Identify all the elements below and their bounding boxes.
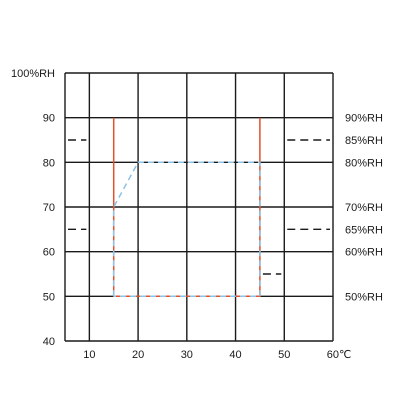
right-humidity-label: 80%RH (345, 157, 383, 169)
right-humidity-label: 85%RH (345, 135, 383, 147)
x-tick-label: 10 (83, 349, 95, 361)
right-humidity-label: 65%RH (345, 224, 383, 236)
right-humidity-label: 50%RH (345, 291, 383, 303)
x-tick-label: 60℃ (327, 349, 352, 361)
y-tick-label: 90 (43, 113, 55, 125)
series-line-2 (112, 161, 261, 298)
y-tick-label: 70 (43, 202, 55, 214)
y-tick-label: 60 (43, 247, 55, 259)
x-tick-label: 20 (132, 349, 144, 361)
y-tick-label: 50 (43, 291, 55, 303)
x-tick-label: 50 (278, 349, 290, 361)
y-tick-label: 80 (43, 157, 55, 169)
right-humidity-label: 60%RH (345, 247, 383, 259)
y-tick-label: 100%RH (11, 68, 55, 80)
x-tick-label: 30 (181, 349, 193, 361)
right-humidity-label: 90%RH (345, 113, 383, 125)
right-humidity-label: 70%RH (345, 202, 383, 214)
x-tick-label: 40 (229, 349, 241, 361)
y-tick-label: 40 (43, 336, 55, 348)
